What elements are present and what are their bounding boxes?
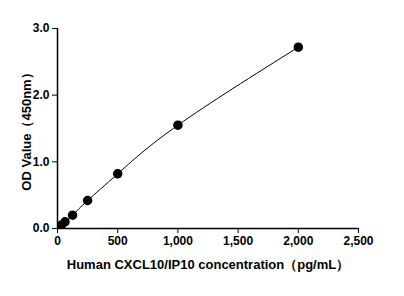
- svg-text:2,500: 2,500: [343, 234, 373, 248]
- svg-text:2.0: 2.0: [33, 88, 50, 102]
- svg-text:Human CXCL10/IP10 concentratio: Human CXCL10/IP10 concentration（pg/mL）: [67, 257, 349, 272]
- svg-text:0.0: 0.0: [33, 221, 50, 235]
- svg-text:OD Value（450nm）: OD Value（450nm）: [19, 66, 34, 190]
- svg-text:0: 0: [54, 234, 61, 248]
- svg-text:1.0: 1.0: [33, 155, 50, 169]
- svg-text:1,500: 1,500: [223, 234, 253, 248]
- svg-text:3.0: 3.0: [33, 21, 50, 35]
- svg-text:2,000: 2,000: [283, 234, 313, 248]
- svg-text:500: 500: [108, 234, 128, 248]
- svg-text:1,000: 1,000: [163, 234, 193, 248]
